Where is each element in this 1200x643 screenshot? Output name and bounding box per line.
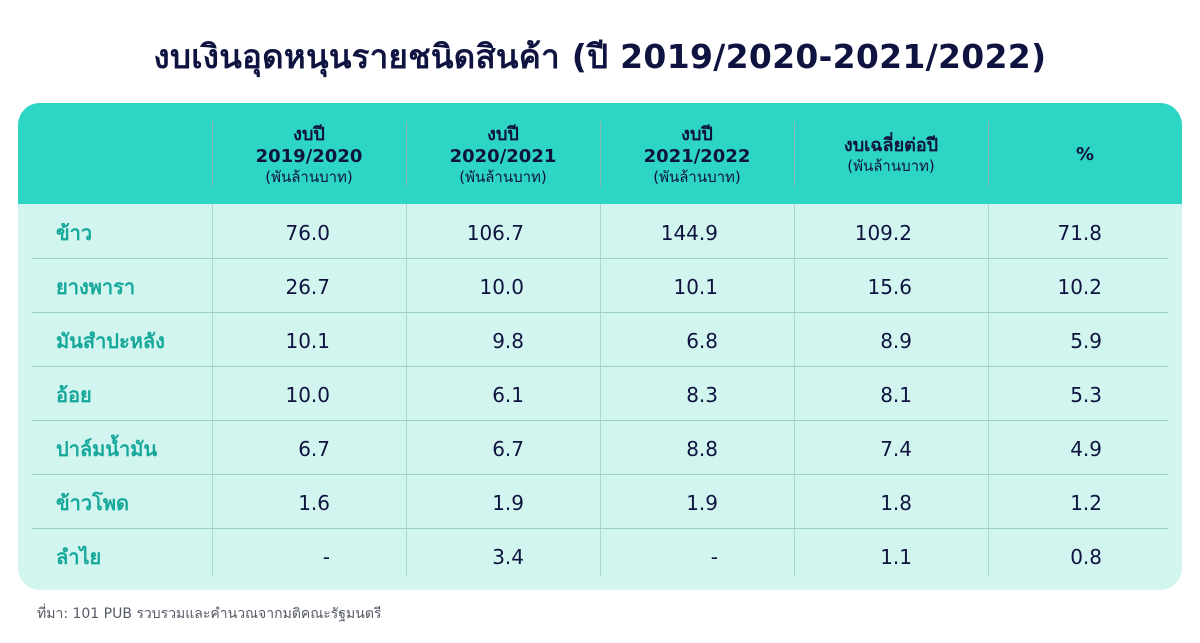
column-header-line2: 2020/2021 — [449, 145, 557, 167]
table-cell: 10.2 — [1057, 274, 1102, 299]
table-cell: 8.8 — [686, 436, 718, 461]
table-cell: 6.8 — [686, 328, 718, 353]
table-cell: 9.8 — [492, 328, 524, 353]
column-header-line1: งบปี — [681, 123, 713, 145]
row-label-longan: ลำไย — [56, 544, 102, 569]
column-header-unit: (พันล้านบาท) — [265, 167, 353, 186]
table-cell: 5.3 — [1070, 382, 1102, 407]
row-divider — [32, 528, 1168, 529]
table-cell: 5.9 — [1070, 328, 1102, 353]
table-cell: 0.8 — [1070, 544, 1102, 569]
row-divider — [32, 366, 1168, 367]
table-cell: 1.6 — [298, 490, 330, 515]
table-cell: 15.6 — [867, 274, 912, 299]
row-label-cassava: มันสำปะหลัง — [56, 328, 165, 353]
source-note: ที่มา: 101 PUB รวบรวมและคำนวณจากมติคณะรั… — [37, 606, 382, 622]
page-title: งบเงินอุดหนุนรายชนิดสินค้า (ปี 2019/2020… — [153, 37, 1047, 76]
body-divider — [988, 204, 989, 576]
row-divider — [32, 258, 1168, 259]
header-divider — [212, 121, 213, 187]
table-cell: 76.0 — [285, 220, 330, 245]
column-header-unit: (พันล้านบาท) — [847, 156, 935, 175]
table-cell: - — [710, 544, 718, 569]
column-header-line1: % — [1075, 144, 1095, 165]
table-cell: 1.9 — [492, 490, 524, 515]
table-cell: 10.0 — [285, 382, 330, 407]
table-cell: 1.2 — [1070, 490, 1102, 515]
table-cell: - — [322, 544, 330, 569]
table-cell: 3.4 — [492, 544, 524, 569]
table-cell: 4.9 — [1070, 436, 1102, 461]
column-header-line2: 2021/2022 — [643, 145, 751, 167]
table-cell: 7.4 — [880, 436, 912, 461]
column-header-2021-2022: งบปี 2021/2022 (พันล้านบาท) — [600, 115, 794, 195]
row-label-rice: ข้าว — [56, 220, 93, 245]
column-header-line2: 2019/2020 — [255, 145, 363, 167]
table-cell: 8.3 — [686, 382, 718, 407]
body-divider — [406, 204, 407, 576]
body-divider — [212, 204, 213, 576]
column-header-line1: งบปี — [293, 123, 325, 145]
table-cell: 1.9 — [686, 490, 718, 515]
column-header-unit: (พันล้านบาท) — [653, 167, 741, 186]
table-cell: 26.7 — [285, 274, 330, 299]
column-header-2019-2020: งบปี 2019/2020 (พันล้านบาท) — [212, 115, 406, 195]
column-header-2020-2021: งบปี 2020/2021 (พันล้านบาท) — [406, 115, 600, 195]
table-cell: 10.1 — [285, 328, 330, 353]
row-label-corn: ข้าวโพด — [56, 490, 130, 515]
body-divider — [600, 204, 601, 576]
row-label-palm-oil: ปาล์มน้ำมัน — [56, 436, 158, 461]
column-header-percent: % — [988, 115, 1182, 195]
body-divider — [794, 204, 795, 576]
table-cell: 10.1 — [673, 274, 718, 299]
header-divider — [794, 121, 795, 187]
table-cell: 10.0 — [479, 274, 524, 299]
header-divider — [600, 121, 601, 187]
header-divider — [988, 121, 989, 187]
table-cell: 6.7 — [492, 436, 524, 461]
row-divider — [32, 312, 1168, 313]
table-cell: 1.1 — [880, 544, 912, 569]
row-label-rubber: ยางพารา — [56, 274, 136, 299]
column-header-average: งบเฉลี่ยต่อปี (พันล้านบาท) — [794, 115, 988, 195]
table-cell: 6.7 — [298, 436, 330, 461]
column-header-unit: (พันล้านบาท) — [459, 167, 547, 186]
table-cell: 144.9 — [660, 220, 718, 245]
column-header-line1: งบเฉลี่ยต่อปี — [843, 134, 939, 156]
header-divider — [406, 121, 407, 187]
table-cell: 6.1 — [492, 382, 524, 407]
table-cell: 1.8 — [880, 490, 912, 515]
column-header-line1: งบปี — [487, 123, 519, 145]
row-divider — [32, 420, 1168, 421]
row-divider — [32, 474, 1168, 475]
table-cell: 109.2 — [854, 220, 912, 245]
subsidy-table: งบปี 2019/2020 (พันล้านบาท) งบปี 2020/20… — [18, 103, 1182, 590]
table-cell: 8.9 — [880, 328, 912, 353]
table-cell: 106.7 — [466, 220, 524, 245]
table-cell: 8.1 — [880, 382, 912, 407]
table-cell: 71.8 — [1057, 220, 1102, 245]
row-label-sugarcane: อ้อย — [56, 382, 92, 407]
